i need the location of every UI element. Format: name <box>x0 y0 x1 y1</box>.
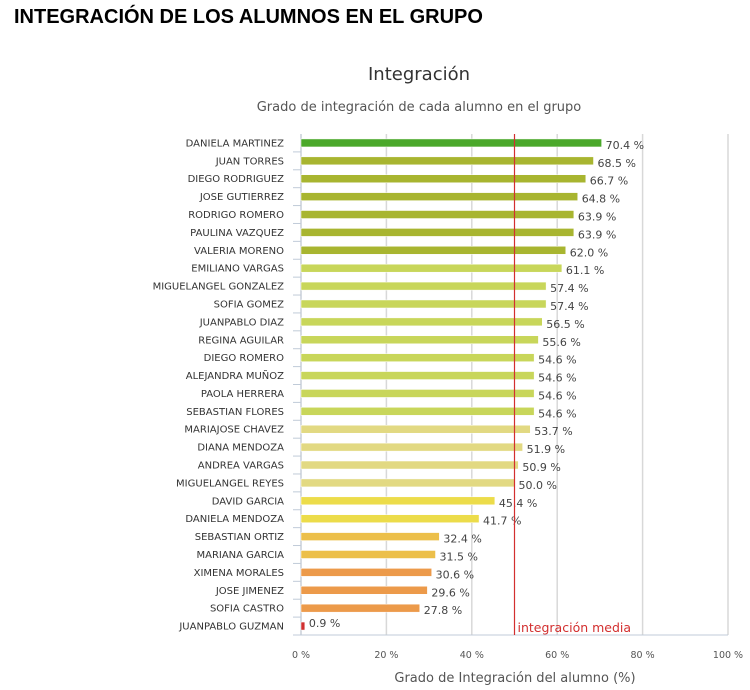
bar <box>300 603 420 613</box>
bar <box>300 496 496 506</box>
bar <box>300 442 523 452</box>
bar <box>300 299 547 309</box>
x-tick-label: 60 % <box>545 650 569 661</box>
category-label: PAOLA HERRERA <box>201 389 284 400</box>
category-label: MARIANA GARCIA <box>196 550 284 561</box>
category-label: SOFIA CASTRO <box>210 604 284 615</box>
category-label: ALEJANDRA MUÑOZ <box>186 369 284 382</box>
value-label: 51.9 % <box>527 443 565 456</box>
bar <box>300 514 480 523</box>
category-label: JUANPABLO DIAZ <box>199 317 284 328</box>
chart-subtitle: Grado de integración de cada alumno en e… <box>256 100 582 115</box>
x-tick-label: 0 % <box>292 650 310 661</box>
value-label: 45.4 % <box>499 497 537 510</box>
category-label: SEBASTIAN ORTIZ <box>195 532 284 543</box>
x-tick-label: 100 % <box>713 650 743 661</box>
bar <box>300 353 535 362</box>
value-label: 53.7 % <box>534 425 572 438</box>
bar <box>300 371 535 380</box>
category-label: JUANPABLO GUZMAN <box>178 622 284 633</box>
category-label: MIGUELANGEL GONZALEZ <box>153 282 285 293</box>
bar <box>300 532 440 541</box>
x-tick-label: 20 % <box>374 650 398 661</box>
category-label: DIEGO ROMERO <box>204 353 284 364</box>
value-label: 29.6 % <box>431 586 469 599</box>
category-label: RODRIGO ROMERO <box>188 210 284 221</box>
value-label: 66.7 % <box>590 175 628 188</box>
category-label: REGINA AGUILAR <box>198 335 284 346</box>
category-label: EMILIANO VARGAS <box>191 264 284 275</box>
value-label: 54.6 % <box>538 407 576 420</box>
value-label: 31.5 % <box>440 550 478 563</box>
category-label: JUAN TORRES <box>215 156 284 167</box>
bar <box>300 621 306 631</box>
bar <box>300 156 594 166</box>
bar <box>300 424 531 434</box>
value-label: 64.8 % <box>582 193 620 206</box>
bar <box>300 586 428 595</box>
category-label: DANIELA MENDOZA <box>185 514 284 525</box>
bar <box>300 210 575 219</box>
value-label: 68.5 % <box>597 157 635 170</box>
bar <box>300 335 539 345</box>
value-label: 62.0 % <box>570 246 608 259</box>
value-label: 50.9 % <box>522 461 560 474</box>
bar <box>300 263 563 273</box>
value-label: 54.6 % <box>538 372 576 385</box>
value-label: 54.6 % <box>538 389 576 402</box>
bar <box>300 174 587 183</box>
category-label: JOSE JIMENEZ <box>215 586 284 597</box>
bar <box>300 281 547 291</box>
value-label: 56.5 % <box>546 318 584 331</box>
category-label: DANIELA MARTINEZ <box>186 138 284 149</box>
value-label: 0.9 % <box>309 617 340 630</box>
category-label: XIMENA MORALES <box>194 568 284 579</box>
bar <box>300 407 535 416</box>
category-label: MIGUELANGEL REYES <box>176 478 284 489</box>
value-label: 32.4 % <box>443 533 481 546</box>
value-label: 27.8 % <box>424 604 462 617</box>
category-label: DIANA MENDOZA <box>197 443 284 454</box>
category-label: VALERIA MORENO <box>194 246 284 257</box>
x-tick-label: 80 % <box>631 650 655 661</box>
category-label: SOFIA GOMEZ <box>214 299 285 310</box>
bar <box>300 317 543 327</box>
category-label: ANDREA VARGAS <box>198 461 284 472</box>
bar <box>300 192 578 201</box>
reference-line-label: integración media <box>518 620 632 635</box>
value-label: 54.6 % <box>538 354 576 367</box>
category-label: PAULINA VAZQUEZ <box>190 228 284 239</box>
category-label: JOSE GUTIERREZ <box>199 192 284 203</box>
bar <box>300 246 566 255</box>
value-label: 63.9 % <box>578 211 616 224</box>
category-label: DAVID GARCIA <box>212 496 284 507</box>
bar <box>300 138 602 148</box>
value-label: 70.4 % <box>606 139 644 152</box>
bar <box>300 550 436 559</box>
value-label: 30.6 % <box>436 568 474 581</box>
bar <box>300 568 432 577</box>
bar <box>300 389 535 398</box>
value-label: 61.1 % <box>566 264 604 277</box>
value-label: 57.4 % <box>550 300 588 313</box>
category-label: DIEGO RODRIGUEZ <box>188 174 285 185</box>
x-axis-title: Grado de Integración del alumno (%) <box>394 671 635 686</box>
value-label: 55.6 % <box>542 336 580 349</box>
bar <box>300 460 519 470</box>
page-title: INTEGRACIÓN DE LOS ALUMNOS EN EL GRUPO <box>14 6 483 28</box>
bar <box>300 228 575 237</box>
bar <box>300 478 515 488</box>
chart-title: Integración <box>367 64 471 85</box>
category-label: SEBASTIAN FLORES <box>186 407 284 418</box>
x-tick-label: 40 % <box>460 650 484 661</box>
category-label: MARIAJOSE CHAVEZ <box>184 425 284 436</box>
value-label: 57.4 % <box>550 282 588 295</box>
value-label: 63.9 % <box>578 228 616 241</box>
value-label: 41.7 % <box>483 515 521 528</box>
value-label: 50.0 % <box>519 479 557 492</box>
